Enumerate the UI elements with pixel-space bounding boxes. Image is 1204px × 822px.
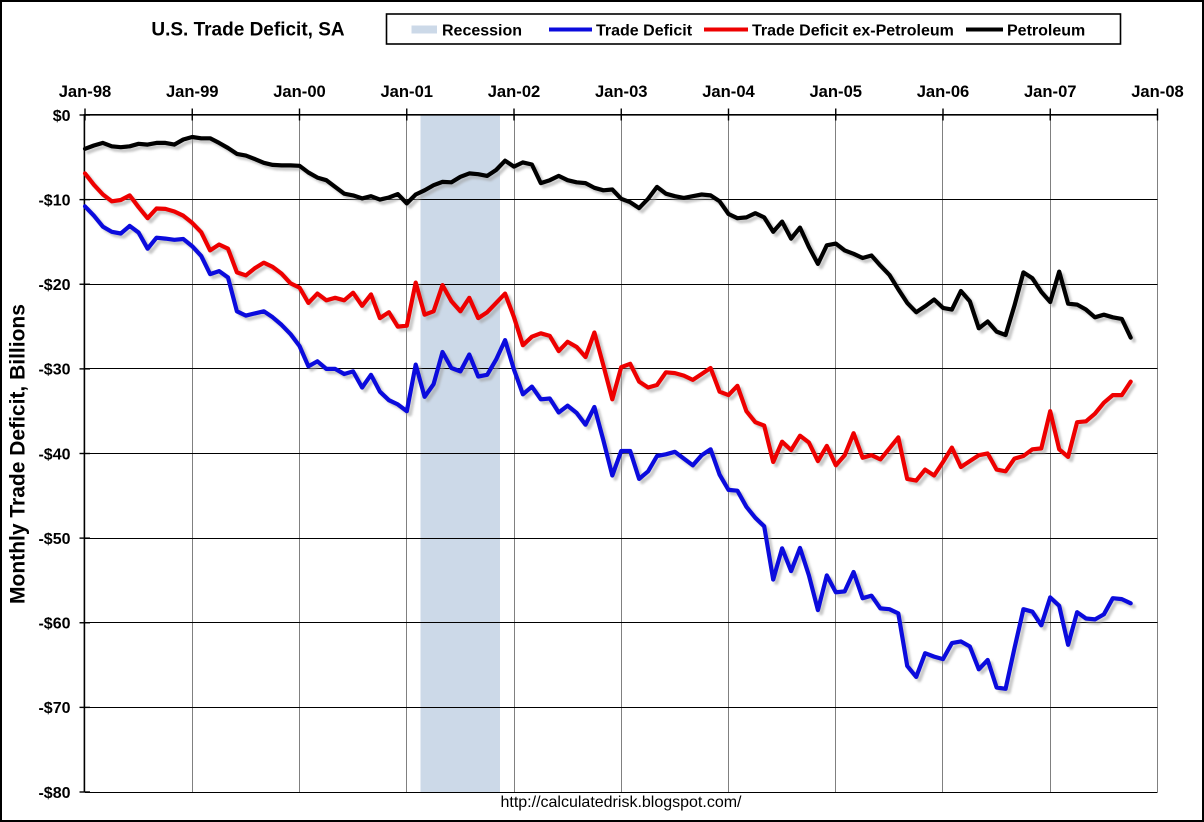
svg-text:-$30: -$30 xyxy=(38,362,70,379)
svg-text:Trade Deficit ex-Petroleum: Trade Deficit ex-Petroleum xyxy=(752,23,954,40)
svg-text:U.S. Trade Deficit, SA: U.S. Trade Deficit, SA xyxy=(151,20,344,41)
svg-text:Jan-00: Jan-00 xyxy=(273,82,326,101)
svg-text:Recession: Recession xyxy=(442,23,522,40)
svg-text:Jan-04: Jan-04 xyxy=(702,82,755,101)
svg-text:-$70: -$70 xyxy=(38,700,70,717)
svg-text:Monthly Trade Deficit, Billion: Monthly Trade Deficit, Billions xyxy=(7,304,30,604)
svg-text:Jan-01: Jan-01 xyxy=(380,82,433,101)
svg-text:$0: $0 xyxy=(53,108,71,125)
svg-text:Jan-99: Jan-99 xyxy=(166,82,219,101)
svg-text:Jan-05: Jan-05 xyxy=(809,82,862,101)
svg-text:Jan-07: Jan-07 xyxy=(1024,82,1077,101)
svg-text:Jan-06: Jan-06 xyxy=(917,82,970,101)
svg-text:-$60: -$60 xyxy=(38,616,70,633)
svg-text:Jan-02: Jan-02 xyxy=(488,82,541,101)
svg-text:Jan-98: Jan-98 xyxy=(59,82,112,101)
svg-text:Jan-03: Jan-03 xyxy=(595,82,648,101)
svg-text:-$80: -$80 xyxy=(38,785,70,802)
svg-text:-$40: -$40 xyxy=(38,446,70,463)
svg-text:Petroleum: Petroleum xyxy=(1007,23,1085,40)
svg-text:Trade Deficit: Trade Deficit xyxy=(596,23,693,40)
svg-text:Jan-08: Jan-08 xyxy=(1131,82,1184,101)
svg-text:-$20: -$20 xyxy=(38,277,70,294)
svg-text:http://calculatedrisk.blogspot: http://calculatedrisk.blogspot.com/ xyxy=(500,794,742,811)
svg-text:-$50: -$50 xyxy=(38,531,70,548)
svg-text:-$10: -$10 xyxy=(38,192,70,209)
